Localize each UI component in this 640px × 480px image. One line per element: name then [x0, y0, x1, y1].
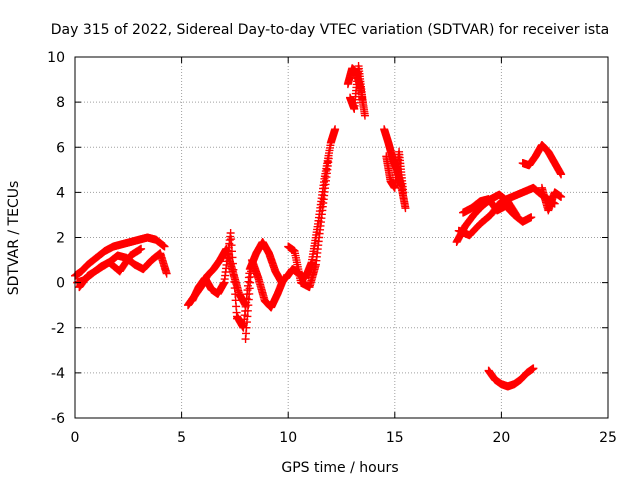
series-arc5b	[346, 62, 367, 113]
y-tick-label: 8	[56, 95, 65, 111]
y-tick-label: -6	[51, 411, 65, 427]
data-point	[331, 125, 340, 134]
data-point	[557, 170, 566, 179]
x-tick-label: 15	[386, 430, 404, 446]
y-axis-label: SDTVAR / TECUs	[6, 181, 22, 296]
series-arc8	[518, 140, 566, 179]
series-arc4	[282, 125, 340, 283]
series-arc4b	[284, 154, 333, 292]
y-tick-label: -2	[51, 321, 65, 337]
series-arc1c	[75, 244, 146, 292]
data-point	[401, 204, 410, 213]
series-arc3b	[241, 256, 288, 344]
data-point	[527, 213, 536, 222]
data-point	[529, 364, 538, 373]
series-arc7c	[459, 195, 536, 226]
series-arc8b	[537, 183, 566, 215]
y-tick-label: -4	[51, 366, 65, 382]
data-point	[324, 154, 333, 163]
data-point	[358, 98, 367, 107]
x-tick-label: 20	[492, 430, 510, 446]
y-tick-label: 6	[56, 140, 65, 156]
x-tick-label: 25	[599, 430, 617, 446]
data-point	[160, 242, 169, 251]
y-tick-label: 10	[47, 50, 65, 66]
series-arc9	[484, 364, 538, 391]
series-arc1a	[71, 233, 169, 280]
y-tick-label: 4	[56, 185, 65, 201]
axis-ticks	[74, 56, 609, 419]
x-axis-label: GPS time / hours	[281, 460, 398, 476]
series-arc2b	[188, 228, 242, 323]
series-arc3	[233, 238, 286, 332]
x-tick-label: 10	[279, 430, 297, 446]
y-tick-labels: -6 -4 -2 0 2 4 6 8 10	[47, 50, 65, 427]
data-point	[557, 192, 566, 201]
series-arc7b	[454, 183, 559, 240]
x-tick-label: 5	[177, 430, 186, 446]
y-tick-label: 2	[56, 231, 65, 247]
data-point	[137, 244, 146, 253]
y-tick-label: 0	[56, 276, 65, 292]
data-point	[162, 269, 171, 278]
x-tick-labels: 0 5 10 15 20 25	[71, 430, 617, 446]
series-arc6b	[382, 147, 408, 197]
x-tick-label: 0	[71, 430, 80, 446]
data-point	[399, 188, 408, 197]
data-marks	[71, 62, 566, 391]
data-point	[360, 111, 369, 120]
chart-title: Day 315 of 2022, Sidereal Day-to-day VTE…	[51, 22, 609, 38]
